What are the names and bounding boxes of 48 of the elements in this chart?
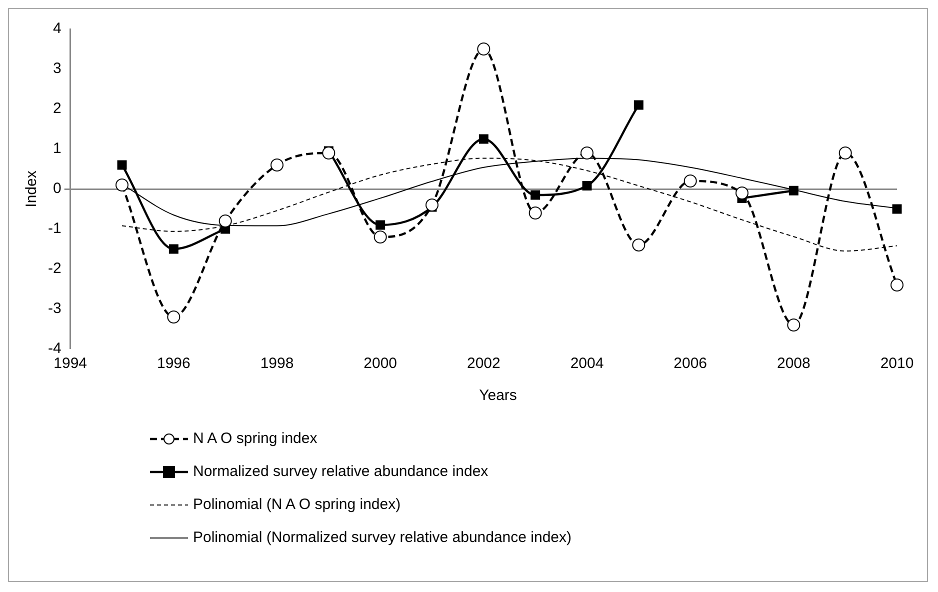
- point: [116, 178, 129, 192]
- y-tick-label: 2: [52, 100, 62, 118]
- point: [684, 174, 697, 188]
- point: [478, 134, 488, 144]
- legend-label: Polinomial (Normalized survey relative abundance index): [193, 529, 572, 546]
- legend-label: N A O spring index: [193, 430, 318, 447]
- x-tick-label: 2006: [674, 355, 708, 372]
- point: [580, 146, 594, 160]
- point: [582, 181, 592, 191]
- x-tick-label: 2008: [776, 355, 810, 372]
- y-tick-label: 0: [52, 180, 62, 198]
- point: [322, 146, 336, 160]
- x-tick-label: 1996: [156, 355, 190, 372]
- point: [634, 100, 644, 110]
- x-tick-label: 2004: [570, 355, 604, 372]
- point: [376, 220, 386, 230]
- point: [270, 158, 284, 172]
- x-tick-label: 2000: [364, 355, 398, 372]
- y-tick-label: 3: [52, 60, 62, 78]
- point: [788, 186, 798, 196]
- point: [528, 206, 542, 220]
- point: [374, 230, 387, 244]
- y-tick-label: 1: [52, 140, 62, 158]
- point: [838, 146, 852, 160]
- y-tick-label: 4: [52, 20, 62, 38]
- x-tick-label: 1994: [54, 355, 88, 372]
- x-tick-label: 2002: [466, 355, 500, 372]
- point: [787, 318, 800, 332]
- point: [632, 238, 646, 252]
- point: [892, 204, 902, 214]
- point: [426, 198, 439, 212]
- y-tick-label: -4: [48, 340, 62, 358]
- legend-label: Normalized survey relative abundance index: [193, 463, 488, 480]
- y-tick-label: -1: [48, 220, 62, 238]
- point: [168, 244, 178, 254]
- point: [530, 190, 540, 200]
- y-tick-label: -3: [48, 300, 62, 318]
- x-tick-label: 1998: [260, 355, 294, 372]
- point: [477, 42, 490, 56]
- point: [736, 186, 748, 200]
- x-tick-label: 2010: [880, 355, 914, 372]
- x-axis-title: Years: [478, 387, 518, 404]
- point: [218, 214, 232, 228]
- point: [167, 310, 180, 324]
- y-axis-title: Index: [23, 170, 40, 208]
- y-tick-label: -2: [48, 260, 62, 278]
- legend-label: Polinomial (N A O spring index): [193, 496, 401, 513]
- point: [117, 160, 127, 170]
